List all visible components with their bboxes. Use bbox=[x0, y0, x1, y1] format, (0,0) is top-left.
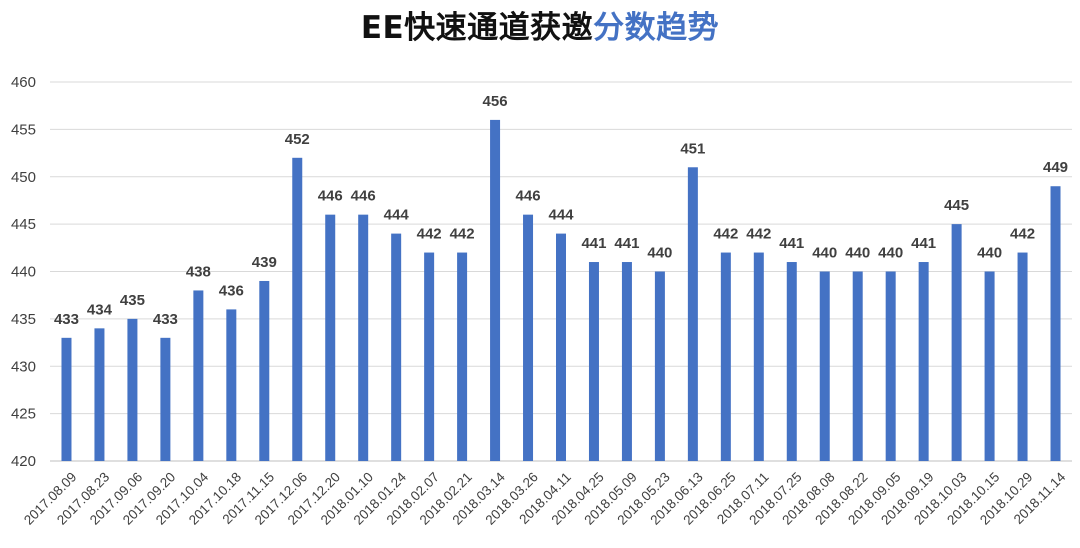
data-label: 438 bbox=[186, 263, 211, 280]
bar bbox=[852, 271, 863, 461]
data-label: 440 bbox=[812, 245, 837, 262]
bar bbox=[523, 214, 534, 461]
data-label: 441 bbox=[614, 235, 639, 252]
data-label: 456 bbox=[483, 93, 508, 110]
data-label: 451 bbox=[680, 140, 705, 157]
data-label: 439 bbox=[252, 254, 277, 271]
data-labels: 433 434 435 433 438 436 439 452 446 446 444 442 442 4… bbox=[54, 93, 1068, 328]
data-label: 442 bbox=[450, 226, 475, 243]
bar bbox=[61, 337, 72, 461]
data-label: 452 bbox=[285, 131, 310, 148]
data-label: 433 bbox=[54, 311, 79, 328]
bar bbox=[160, 337, 171, 461]
bar bbox=[424, 252, 435, 461]
bar bbox=[490, 119, 501, 462]
bar bbox=[918, 262, 929, 461]
data-label: 444 bbox=[384, 207, 410, 224]
y-tick-label: 430 bbox=[11, 358, 36, 375]
y-tick-label: 435 bbox=[11, 311, 36, 328]
bar bbox=[358, 214, 369, 461]
bar bbox=[885, 271, 896, 461]
data-label: 442 bbox=[713, 226, 738, 243]
data-label: 441 bbox=[581, 235, 606, 252]
data-label: 442 bbox=[1010, 226, 1035, 243]
bar bbox=[588, 262, 599, 461]
data-label: 440 bbox=[845, 245, 870, 262]
data-label: 436 bbox=[219, 282, 244, 299]
y-tick-label: 420 bbox=[11, 453, 36, 470]
bars bbox=[61, 119, 1061, 462]
bar bbox=[621, 262, 632, 461]
data-label: 449 bbox=[1043, 159, 1068, 176]
data-label: 440 bbox=[647, 245, 672, 262]
bar bbox=[457, 252, 468, 461]
chart-title-main: EE快速通道获邀 bbox=[360, 10, 594, 46]
x-axis-ticks: 2017.08.092017.08.232017.09.062017.09.20… bbox=[21, 469, 1069, 528]
data-label: 446 bbox=[318, 188, 343, 205]
bar bbox=[720, 252, 731, 461]
bar bbox=[753, 252, 764, 461]
bar bbox=[193, 290, 204, 461]
data-label: 441 bbox=[911, 235, 936, 252]
data-label: 440 bbox=[977, 245, 1002, 262]
bar bbox=[786, 262, 797, 461]
y-tick-label: 460 bbox=[11, 74, 36, 91]
data-label: 446 bbox=[516, 188, 541, 205]
bar bbox=[325, 214, 336, 461]
bar bbox=[391, 233, 402, 461]
data-label: 441 bbox=[779, 235, 804, 252]
bar bbox=[1050, 186, 1061, 461]
y-tick-label: 425 bbox=[11, 406, 36, 423]
bar bbox=[951, 224, 962, 461]
data-label: 442 bbox=[417, 226, 442, 243]
data-label: 444 bbox=[548, 207, 574, 224]
data-label: 442 bbox=[746, 226, 771, 243]
bar bbox=[94, 328, 105, 461]
y-tick-label: 445 bbox=[11, 216, 36, 233]
chart-title-accent: 分数趋势 bbox=[593, 10, 720, 46]
data-label: 446 bbox=[351, 188, 376, 205]
bar bbox=[259, 280, 270, 461]
y-axis-ticks: 420 425 430 435 440 445 450 455 460 bbox=[11, 74, 36, 470]
data-label: 434 bbox=[87, 301, 113, 318]
bar bbox=[556, 233, 566, 461]
bar bbox=[226, 309, 237, 461]
bar bbox=[1017, 252, 1028, 461]
bar bbox=[292, 157, 303, 462]
y-tick-label: 455 bbox=[11, 121, 36, 138]
chart-title: EE快速通道获邀分数趋势 bbox=[0, 6, 1080, 50]
data-label: 433 bbox=[153, 311, 178, 328]
y-tick-label: 450 bbox=[11, 169, 36, 186]
bar bbox=[654, 271, 665, 461]
bar bbox=[687, 167, 698, 461]
bar bbox=[984, 271, 995, 461]
data-label: 445 bbox=[944, 197, 969, 214]
bar bbox=[127, 318, 138, 461]
bar bbox=[819, 271, 830, 461]
data-label: 435 bbox=[120, 292, 145, 309]
y-tick-label: 440 bbox=[11, 264, 36, 281]
data-label: 440 bbox=[878, 245, 903, 262]
